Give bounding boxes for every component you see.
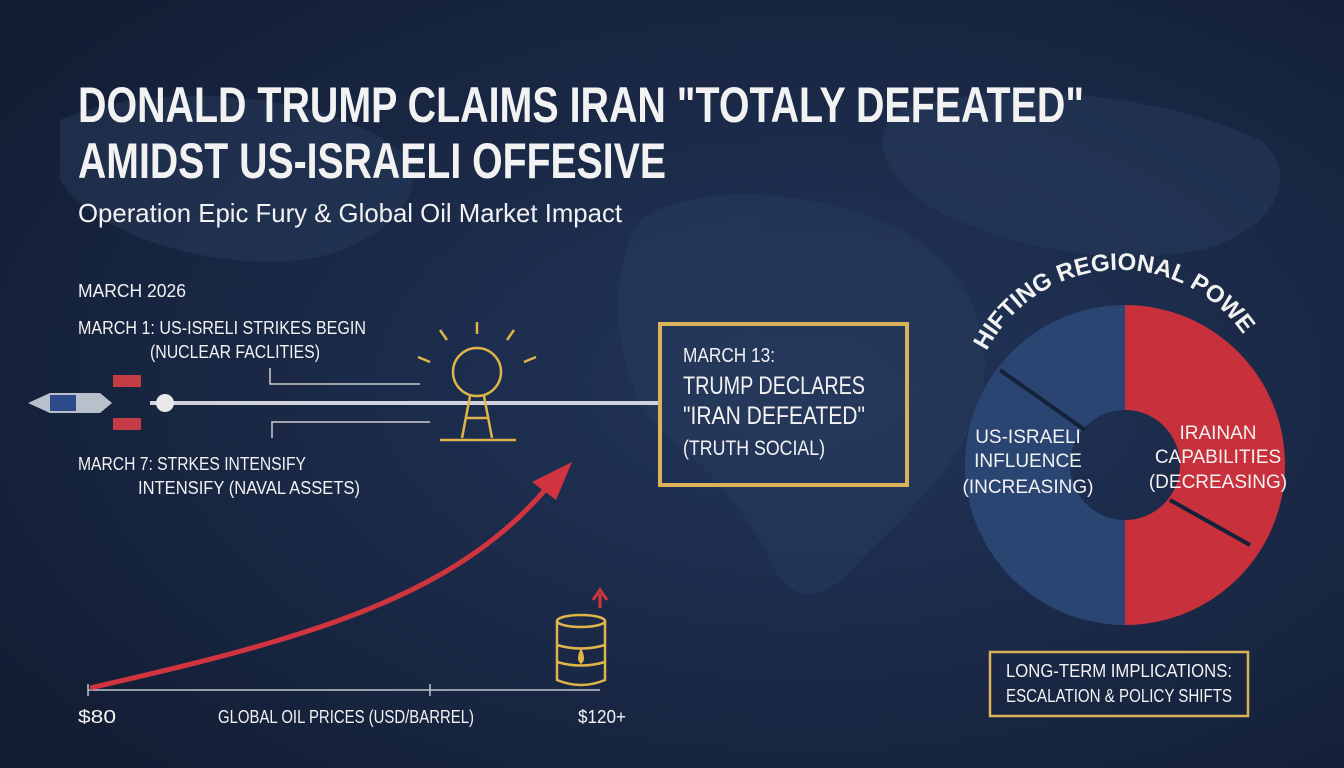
power-right: IRAINAN xyxy=(1179,423,1256,444)
power-donut xyxy=(965,305,1285,625)
subtitle: Operation Epic Fury & Global Oil Market … xyxy=(78,198,623,228)
timeline-graphics xyxy=(28,322,660,442)
title-line-1: DONALD TRUMP CLAIMS IRAN "TOTALY DEFEATE… xyxy=(78,77,1084,133)
oil-graphics xyxy=(87,462,609,696)
callout-text: "IRAN DEFEATED" xyxy=(683,402,865,430)
timeline-label: MARCH 2026 xyxy=(78,281,186,301)
title-line-2: AMIDST US-ISRAELI OFFESIVE xyxy=(78,133,666,189)
event-line: INTENSIFY (NAVAL ASSETS) xyxy=(138,478,360,498)
footer-text: ESCALATION & POLICY SHIFTS xyxy=(1006,686,1232,706)
power-right: CAPABILITIES xyxy=(1155,447,1281,468)
world-map xyxy=(60,93,1280,594)
oil-axis-label: GLOBAL OIL PRICES (USD/BARREL) xyxy=(218,707,474,727)
power-right: (DECREASING) xyxy=(1149,472,1287,493)
oil-start: $80 xyxy=(78,707,116,727)
callout-text: (TRUTH SOCIAL) xyxy=(683,437,825,460)
power-left: US-ISRAELI xyxy=(975,427,1081,448)
footer-box xyxy=(988,650,1250,718)
power-left: (INCREASING) xyxy=(963,477,1094,498)
event-line: (NUCLEAR FACLITIES) xyxy=(150,342,320,362)
oil-end: $120+ xyxy=(578,707,626,727)
callout-box xyxy=(658,322,909,487)
power-left: INFLUENCE xyxy=(974,451,1082,472)
callout-text: MARCH 13: xyxy=(683,345,775,367)
event-line: MARCH 1: US-ISRELI STRIKES BEGIN xyxy=(78,318,366,338)
footer-text: LONG-TERM IMPLICATIONS: xyxy=(1006,661,1232,681)
callout-text: TRUMP DECLARES xyxy=(683,372,865,400)
event-line: MARCH 7: STRKES INTENSIFY xyxy=(78,454,306,474)
